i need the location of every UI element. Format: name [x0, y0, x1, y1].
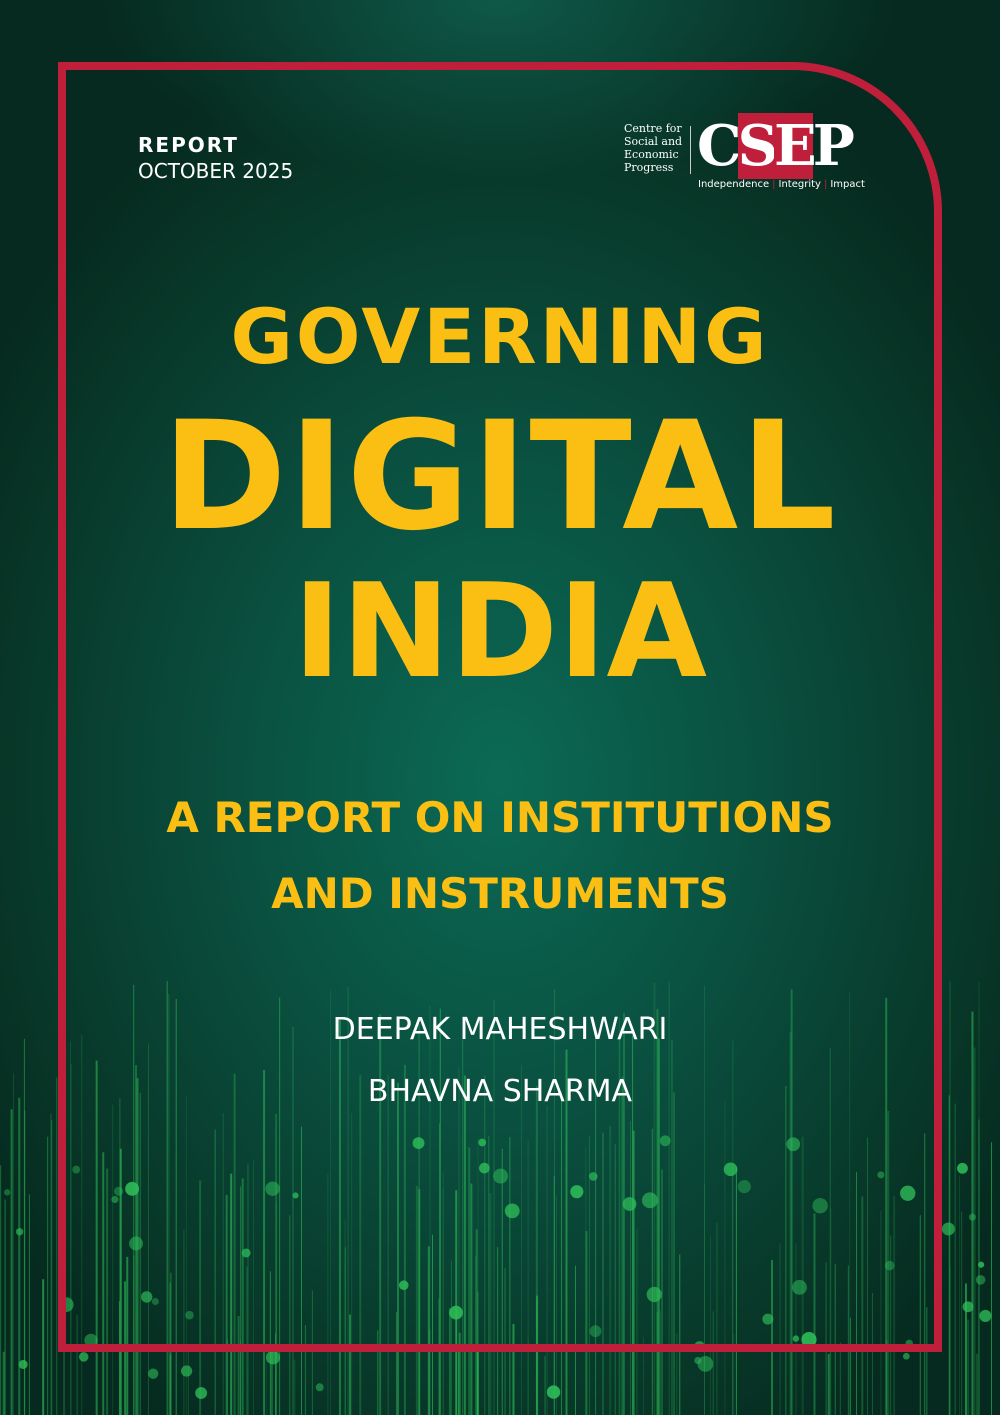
circuit-node — [479, 1162, 490, 1174]
circuit-node — [504, 1203, 520, 1219]
title-line-2: DIGITAL — [162, 390, 838, 564]
report-type: REPORT — [138, 133, 239, 157]
circuit-node — [968, 1213, 976, 1221]
circuit-node — [979, 1309, 992, 1322]
circuit-node — [78, 1352, 89, 1362]
circuit-node — [125, 1181, 140, 1196]
circuit-node — [18, 1359, 28, 1369]
circuit-node — [978, 1261, 985, 1268]
org-line: Progress — [624, 161, 674, 174]
circuit-node — [957, 1162, 968, 1174]
author-1: DEEPAK MAHESHWARI — [332, 1012, 668, 1047]
subtitle: A REPORT ON INSTITUTIONS AND INSTRUMENTS — [0, 780, 1000, 932]
circuit-node — [546, 1385, 561, 1399]
subtitle-line-1: A REPORT ON INSTITUTIONS — [166, 793, 834, 842]
org-line: Economic — [624, 148, 679, 161]
logo-org-name: Centre for Social and Economic Progress — [624, 122, 686, 174]
title-line-1: GOVERNING — [230, 292, 770, 381]
cover-frame — [58, 62, 942, 1352]
report-label-block: REPORT OCTOBER 2025 — [138, 133, 293, 183]
circuit-node — [180, 1365, 193, 1377]
circuit-node — [265, 1181, 280, 1196]
circuit-node — [723, 1162, 738, 1177]
circuit-node — [478, 1138, 487, 1147]
org-line: Centre for — [624, 122, 682, 135]
circuit-node — [900, 1185, 916, 1201]
circuit-node — [786, 1137, 801, 1152]
circuit-node — [114, 1186, 124, 1196]
circuit-node — [15, 1228, 24, 1236]
circuit-node — [697, 1356, 714, 1372]
circuit-node — [315, 1383, 324, 1392]
circuit-node — [241, 1248, 251, 1258]
circuit-node — [570, 1185, 584, 1199]
circuit-node — [902, 1352, 910, 1360]
author-2: BHAVNA SHARMA — [367, 1074, 633, 1109]
circuit-node — [975, 1275, 986, 1285]
circuit-node — [72, 1165, 81, 1174]
circuit-node — [941, 1222, 955, 1236]
logo-tagline: Independence | Integrity | Impact — [698, 179, 865, 190]
circuit-node — [622, 1197, 637, 1211]
circuit-node — [642, 1192, 658, 1209]
title-line-3: INDIA — [292, 555, 708, 707]
tagline-word: Impact — [830, 179, 865, 190]
circuit-node — [659, 1135, 671, 1147]
circuit-node — [148, 1368, 159, 1379]
subtitle-line-2: AND INSTRUMENTS — [271, 869, 729, 918]
circuit-node — [877, 1171, 885, 1179]
circuit-node — [449, 1305, 463, 1320]
circuit-node — [962, 1301, 974, 1313]
circuit-pattern-decoration — [0, 980, 993, 1415]
circuit-node — [292, 1192, 299, 1199]
tagline-word: Integrity — [778, 179, 821, 190]
logo-acronym: CSEP — [697, 113, 855, 179]
circuit-node — [195, 1387, 208, 1399]
circuit-node — [111, 1195, 119, 1204]
report-date: OCTOBER 2025 — [138, 159, 294, 183]
circuit-node — [737, 1180, 751, 1194]
circuit-node — [589, 1325, 602, 1338]
circuit-node — [646, 1286, 662, 1303]
tagline-word: Independence — [698, 179, 770, 190]
circuit-node — [398, 1280, 409, 1291]
circuit-node — [412, 1137, 425, 1150]
logo-divider — [690, 126, 691, 174]
circuit-node — [493, 1168, 509, 1184]
circuit-node — [4, 1189, 11, 1196]
circuit-node — [265, 1350, 281, 1365]
org-line: Social and — [624, 135, 683, 148]
circuit-node — [694, 1356, 702, 1365]
circuit-node — [588, 1172, 598, 1181]
circuit-node — [762, 1313, 774, 1325]
